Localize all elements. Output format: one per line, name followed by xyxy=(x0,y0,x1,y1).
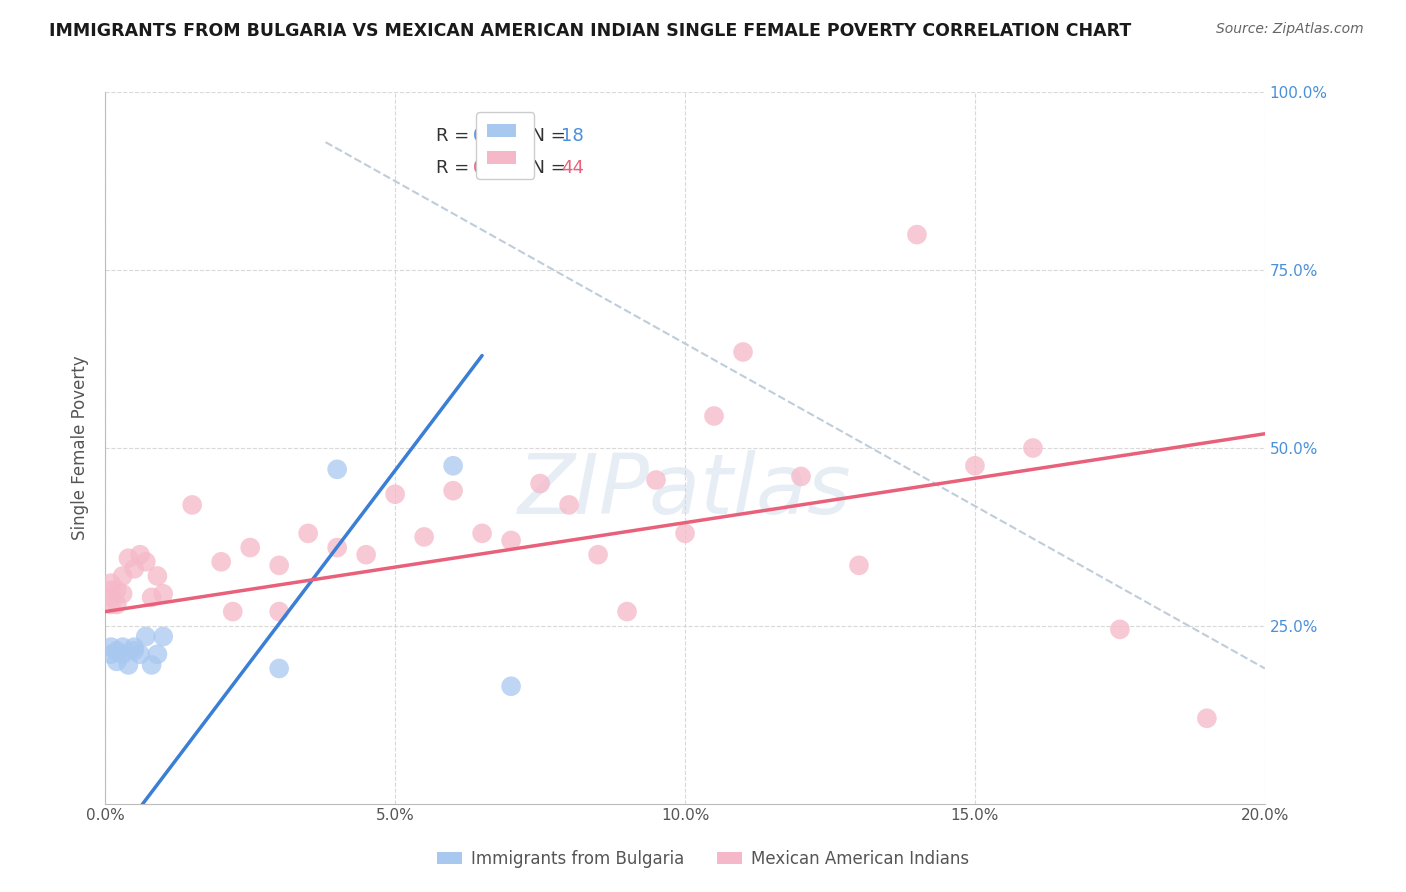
Point xyxy=(413,530,436,544)
Point xyxy=(122,640,145,654)
Point xyxy=(703,409,725,423)
Point xyxy=(905,227,928,242)
Point xyxy=(645,473,668,487)
Point xyxy=(100,640,122,654)
Point xyxy=(848,558,870,573)
Point xyxy=(117,657,139,672)
Point xyxy=(616,605,638,619)
Point xyxy=(111,569,134,583)
Legend: , : , xyxy=(477,112,534,178)
Point xyxy=(135,630,157,644)
Point xyxy=(297,526,319,541)
Point xyxy=(100,647,122,661)
Point xyxy=(111,587,134,601)
Point xyxy=(441,483,464,498)
Point xyxy=(152,630,174,644)
Text: 0.382: 0.382 xyxy=(472,159,524,177)
Point xyxy=(963,458,986,473)
Point xyxy=(181,498,204,512)
Point xyxy=(129,647,152,661)
Point xyxy=(558,498,581,512)
Point xyxy=(105,643,128,657)
Legend: Immigrants from Bulgaria, Mexican American Indians: Immigrants from Bulgaria, Mexican Americ… xyxy=(430,844,976,875)
Point xyxy=(122,643,145,657)
Point xyxy=(586,548,609,562)
Point xyxy=(100,591,122,605)
Text: Source: ZipAtlas.com: Source: ZipAtlas.com xyxy=(1216,22,1364,37)
Point xyxy=(1022,441,1045,455)
Point xyxy=(209,555,232,569)
Text: R =: R = xyxy=(436,159,475,177)
Point xyxy=(141,591,163,605)
Text: ZIPatlas: ZIPatlas xyxy=(519,450,852,531)
Point xyxy=(146,647,169,661)
Point xyxy=(111,640,134,654)
Point xyxy=(105,583,128,598)
Point xyxy=(731,345,754,359)
Point xyxy=(117,551,139,566)
Text: 18: 18 xyxy=(561,127,583,145)
Text: 44: 44 xyxy=(561,159,583,177)
Point xyxy=(141,657,163,672)
Point xyxy=(354,548,377,562)
Point xyxy=(501,533,523,548)
Point xyxy=(501,679,523,693)
Point xyxy=(326,541,349,555)
Point xyxy=(326,462,349,476)
Text: N =: N = xyxy=(520,159,572,177)
Point xyxy=(269,661,291,675)
Point xyxy=(222,605,245,619)
Point xyxy=(441,458,464,473)
Point xyxy=(269,558,291,573)
Point xyxy=(269,605,291,619)
Point xyxy=(1195,711,1218,725)
Point xyxy=(105,598,128,612)
Point xyxy=(529,476,551,491)
Point xyxy=(384,487,406,501)
Text: R =: R = xyxy=(436,127,475,145)
Point xyxy=(239,541,262,555)
Point xyxy=(471,526,494,541)
Text: 0.679: 0.679 xyxy=(472,127,524,145)
Point xyxy=(105,654,128,668)
Point xyxy=(152,587,174,601)
Point xyxy=(135,555,157,569)
Point xyxy=(100,576,122,591)
Point xyxy=(129,548,152,562)
Text: N =: N = xyxy=(520,127,572,145)
Point xyxy=(100,583,122,598)
Point xyxy=(146,569,169,583)
Y-axis label: Single Female Poverty: Single Female Poverty xyxy=(72,356,89,541)
Point xyxy=(100,598,122,612)
Text: IMMIGRANTS FROM BULGARIA VS MEXICAN AMERICAN INDIAN SINGLE FEMALE POVERTY CORREL: IMMIGRANTS FROM BULGARIA VS MEXICAN AMER… xyxy=(49,22,1132,40)
Point xyxy=(790,469,813,483)
Point xyxy=(122,562,145,576)
Point xyxy=(111,647,134,661)
Point xyxy=(1109,623,1132,637)
Point xyxy=(673,526,696,541)
